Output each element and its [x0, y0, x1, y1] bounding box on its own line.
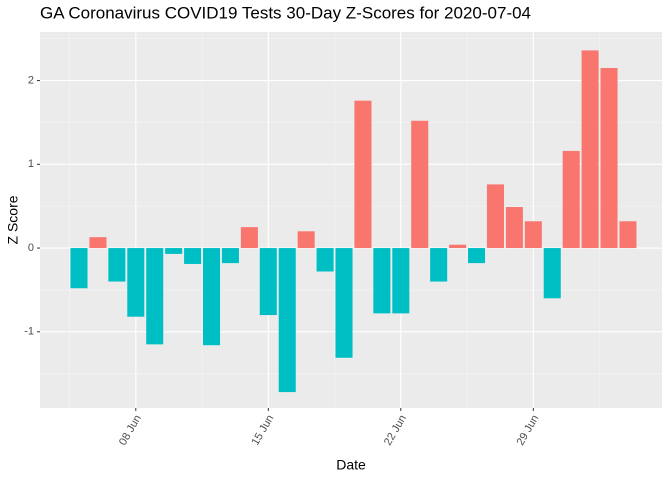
bar [354, 100, 372, 249]
bar [619, 221, 637, 249]
bar [108, 248, 126, 282]
bar [146, 248, 164, 345]
bar [543, 248, 561, 299]
bar [240, 227, 258, 249]
x-tick-label: 22 Jun [382, 413, 409, 448]
bar [335, 248, 353, 358]
x-tick-label: 29 Jun [515, 413, 542, 448]
bar [202, 248, 221, 346]
bar [127, 248, 145, 317]
bar [468, 248, 486, 264]
y-tick-label: 2 [28, 74, 34, 86]
bar [165, 248, 183, 254]
y-axis-label: Z Score [5, 195, 21, 244]
bar [524, 221, 542, 249]
bar [297, 231, 315, 249]
bar [505, 207, 523, 249]
bar [316, 248, 334, 272]
bar [486, 184, 504, 249]
x-axis-label: Date [336, 457, 366, 473]
bar [449, 244, 467, 249]
bar [184, 248, 202, 264]
y-tick-label: -1 [24, 326, 34, 338]
bar [70, 248, 88, 289]
bar [89, 237, 107, 249]
bar [600, 68, 618, 249]
bar [373, 248, 391, 314]
y-tick-label: 1 [28, 158, 34, 170]
x-tick-label: 15 Jun [250, 413, 277, 448]
bar [392, 248, 410, 314]
bar [259, 248, 277, 316]
bar [562, 150, 580, 249]
bar [221, 248, 239, 264]
x-tick-label: 08 Jun [117, 413, 144, 448]
chart-title: GA Coronavirus COVID19 Tests 30-Day Z-Sc… [40, 3, 531, 22]
bar [411, 120, 429, 249]
y-tick-label: 0 [28, 242, 34, 254]
bar [430, 248, 448, 282]
bar [581, 50, 599, 249]
bar [278, 248, 296, 393]
